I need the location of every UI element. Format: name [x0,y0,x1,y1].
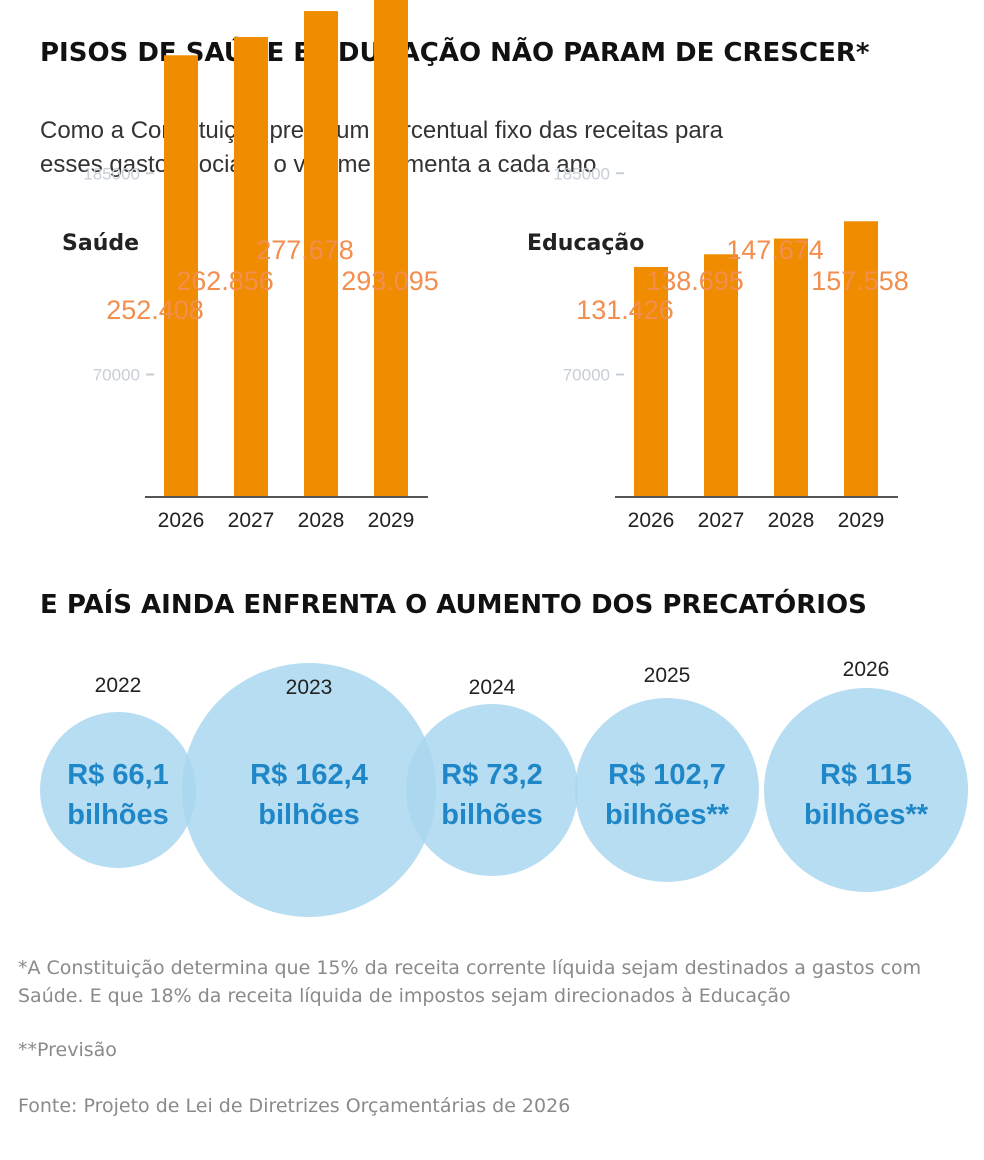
educacao-chart-title: Educação [527,231,645,256]
bubble-value-label: R$ 162,4 [250,759,368,791]
saude-chart-title: Saúde [62,231,140,256]
x-category-label: 2026 [628,509,675,532]
bubble-value-label: bilhões** [605,799,730,831]
footnote-constitution: *A Constituição determina que 15% da rec… [18,957,922,1007]
bubble-value-label: R$ 102,7 [608,759,726,791]
value-label-2028: 147.674 [726,235,824,265]
bubble-value-label: bilhões** [804,799,929,831]
bubble-year-label: 2025 [644,664,691,687]
y-tick-label: 185000 [83,164,140,183]
bubble-value-label: bilhões [258,799,360,831]
bubble-2025 [575,698,759,882]
bubble-value-label: R$ 115 [820,759,912,791]
bar-2028 [774,238,808,497]
x-category-label: 2026 [158,509,205,532]
x-category-label: 2028 [298,509,345,532]
y-tick-label: 185000 [553,164,610,183]
bubble-year-label: 2026 [843,658,890,681]
x-category-label: 2029 [368,509,415,532]
value-label-2026: 252.408 [106,295,204,325]
bubble-value-label: R$ 66,1 [67,759,169,791]
bubble-2024 [406,704,578,876]
y-tick-label: 70000 [563,366,610,385]
value-label-2029: 157.558 [811,266,909,296]
value-label-2027: 262.856 [176,266,274,296]
bar-2026 [164,55,198,497]
y-tick-label: 70000 [93,366,140,385]
bubble-year-label: 2023 [286,676,333,699]
footnote-forecast: **Previsão [18,1039,117,1061]
bubble-year-label: 2024 [469,676,516,699]
precatorios-title: E PAÍS AINDA ENFRENTA O AUMENTO DOS PREC… [40,590,867,620]
x-category-label: 2027 [698,509,745,532]
precatorios-bubble-chart: 2022 R$ 66,1 bilhões 2023 R$ 162,4 bilhões 202… [40,658,968,917]
value-label-2029: 293.095 [341,266,439,296]
bar-2028 [304,11,338,497]
value-label-2027: 138.695 [646,266,744,296]
bubble-2022 [40,712,196,868]
x-category-label: 2027 [228,509,275,532]
bar-2029 [844,221,878,497]
bubble-value-label: bilhões [67,799,169,831]
bubble-value-label: R$ 73,2 [441,759,543,791]
bubble-2026 [764,688,968,892]
value-label-2026: 131.426 [576,295,674,325]
bar-2029 [374,0,408,498]
educacao-bar-chart: 700001850003000002026131.4262027138.6952… [553,164,909,532]
x-category-label: 2028 [768,509,815,532]
saude-bar-chart: 700001850003000002026252.4082027262.8562… [83,0,439,532]
bubble-year-label: 2022 [95,674,142,697]
footnote-source: Fonte: Projeto de Lei de Diretrizes Orça… [18,1095,571,1117]
bar-2027 [704,254,738,497]
bar-2026 [634,267,668,497]
bar-2027 [234,37,268,497]
x-category-label: 2029 [838,509,885,532]
bubble-value-label: bilhões [441,799,543,831]
bubble-2023 [182,663,436,917]
value-label-2028: 277.678 [256,235,354,265]
